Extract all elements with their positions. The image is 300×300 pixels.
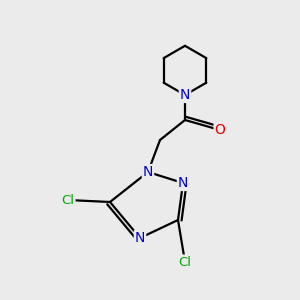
Text: N: N [178,176,188,190]
Text: N: N [135,231,145,245]
Text: O: O [214,123,225,137]
Text: N: N [180,88,190,102]
Text: Cl: Cl [178,256,191,268]
Text: Cl: Cl [61,194,74,206]
Text: N: N [143,165,153,179]
